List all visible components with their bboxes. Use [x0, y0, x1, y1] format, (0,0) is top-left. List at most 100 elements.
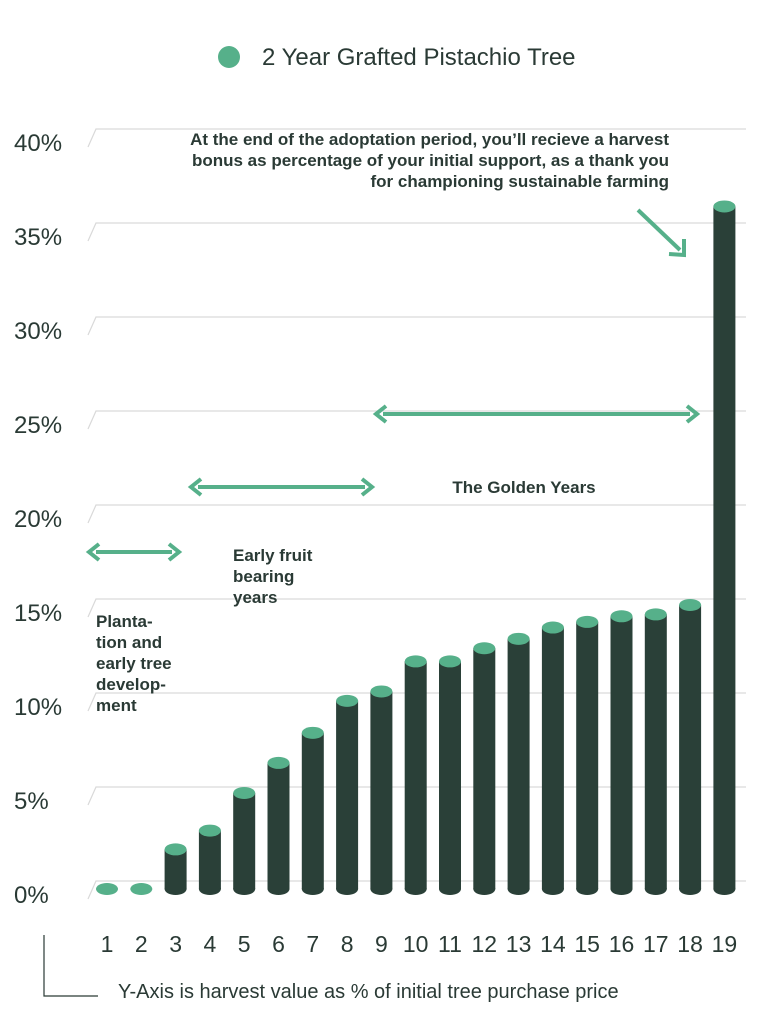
y-tick-label-30: 30%	[14, 318, 62, 345]
y-tick-label-20: 20%	[14, 506, 62, 533]
x-tick-label-2: 2	[135, 931, 148, 957]
y-tick-label-0: 0%	[14, 882, 49, 909]
x-tick-label-11: 11	[438, 931, 462, 957]
x-tick-label-19: 19	[712, 931, 738, 957]
bar-body-12	[473, 648, 496, 889]
x-tick-label-16: 16	[609, 931, 635, 957]
bar-cap-12	[473, 642, 496, 655]
bar-cap-13	[507, 632, 530, 645]
bar-body-3	[164, 849, 187, 889]
arrow-plantation-period-head-right	[167, 542, 183, 562]
x-tick-label-8: 8	[341, 931, 354, 957]
bar-body-13	[507, 638, 530, 889]
bar-3	[164, 843, 187, 895]
y-tick-label-40: 40%	[14, 130, 62, 157]
gridline-30	[87, 316, 746, 336]
bar-cap-15	[576, 615, 599, 628]
bar-7	[301, 726, 324, 895]
bar-base-10	[404, 883, 427, 895]
bar-body-9	[370, 691, 393, 889]
arrow-golden-years-period	[372, 404, 701, 424]
plantation-line-4: develop-	[96, 675, 166, 694]
bar-cap-7	[301, 726, 324, 739]
bar-base-5	[233, 883, 256, 895]
plantation-line-5: ment	[96, 696, 137, 715]
arrow-golden-years-period-head-left	[372, 404, 388, 424]
arrow-early-fruit-period-head-right	[360, 477, 376, 497]
x-tick-label-3: 3	[169, 931, 182, 957]
bar-cap-10	[404, 655, 427, 668]
y-axis-ticks: 0% 5% 10% 15% 20% 25% 30% 35% 40%	[14, 130, 62, 909]
y-tick-label-5: 5%	[14, 788, 49, 815]
bar-base-4	[198, 883, 221, 895]
y-tick-label-25: 25%	[14, 412, 62, 439]
bar-2	[130, 883, 153, 895]
bar-17	[644, 608, 667, 895]
bar-base-19	[713, 883, 736, 895]
legend-label: 2 Year Grafted Pistachio Tree	[262, 44, 576, 71]
arrow-early-fruit-period-head-left	[187, 477, 203, 497]
bar-cap-18	[679, 599, 702, 611]
early-fruit-line-1: Early fruit	[233, 546, 313, 565]
legend-marker	[218, 46, 240, 68]
axis-note-bracket	[43, 935, 98, 997]
early-fruit-line-3: years	[233, 588, 277, 607]
bar-base-11	[439, 883, 461, 895]
bar-body-5	[233, 793, 256, 889]
x-tick-label-9: 9	[375, 931, 388, 957]
bar-cap-1	[96, 883, 118, 895]
bar-body-8	[336, 700, 359, 889]
gridline-15	[87, 598, 746, 618]
bar-cap-4	[198, 824, 221, 837]
bar-cap-11	[439, 655, 461, 668]
bar-base-3	[164, 883, 187, 895]
bar-base-8	[336, 883, 359, 895]
arrow-plantation-period	[85, 542, 183, 562]
bar-base-14	[541, 883, 564, 895]
bar-body-16	[610, 616, 633, 889]
gridline-20	[87, 504, 746, 524]
plantation-line-3: early tree	[96, 654, 172, 673]
bar-cap-14	[541, 621, 564, 634]
bar-10	[404, 655, 427, 895]
gridline-35	[87, 222, 746, 242]
bar-body-6	[267, 762, 290, 889]
arrow-harvest-bonus-shaft	[636, 208, 682, 252]
bar-cap-19	[713, 200, 736, 213]
plantation-line-2: tion and	[96, 633, 162, 652]
bar-cap-9	[370, 685, 393, 698]
bar-8	[336, 694, 359, 895]
arrow-golden-years-period-head-right	[685, 404, 701, 424]
bar-body-4	[198, 830, 221, 889]
bar-cap-16	[610, 610, 633, 623]
arrow-harvest-bonus	[636, 208, 686, 258]
gridline-40	[87, 128, 746, 148]
bar-14	[541, 621, 564, 895]
bar-13	[507, 632, 530, 895]
harvest-bonus-line-1: At the end of the adoptation period, you…	[190, 130, 669, 149]
y-tick-label-10: 10%	[14, 694, 62, 721]
arrow-early-fruit-period	[187, 477, 376, 497]
bar-cap-6	[267, 756, 290, 769]
x-tick-label-17: 17	[643, 931, 669, 957]
x-tick-label-6: 6	[272, 931, 285, 957]
bars	[96, 200, 736, 895]
x-tick-label-5: 5	[238, 931, 251, 957]
y-tick-label-15: 15%	[14, 600, 62, 627]
harvest-bonus-line-2: bonus as percentage of your initial supp…	[192, 151, 669, 170]
x-tick-label-7: 7	[306, 931, 319, 957]
bar-18	[679, 599, 702, 895]
bar-base-16	[610, 883, 633, 895]
arrow-plantation-period-head-left	[85, 542, 101, 562]
gridlines	[87, 128, 746, 900]
bar-cap-3	[164, 843, 187, 856]
harvest-bonus-line-3: for championing sustainable farming	[371, 172, 669, 191]
axis-note-text: Y-Axis is harvest value as % of initial …	[118, 981, 619, 1003]
bar-base-17	[644, 883, 667, 895]
bar-11	[439, 655, 461, 895]
plantation-line-1: Planta-	[96, 612, 153, 631]
bar-base-6	[267, 883, 290, 895]
arrow-harvest-bonus-head	[668, 239, 686, 258]
x-tick-label-13: 13	[506, 931, 532, 957]
